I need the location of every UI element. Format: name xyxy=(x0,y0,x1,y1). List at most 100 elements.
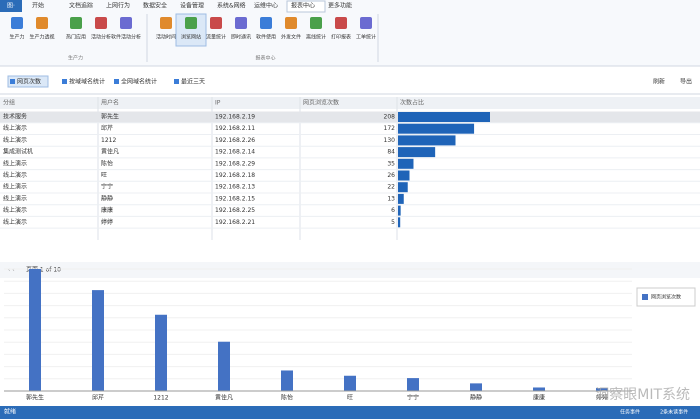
menu-tab[interactable]: 上网行为 xyxy=(106,2,130,10)
table-cell: 线上演示 xyxy=(3,206,27,214)
ratio-bar xyxy=(398,124,474,134)
chart-bar xyxy=(29,269,41,391)
table-cell: 192.168.2.26 xyxy=(215,137,255,144)
menu-tab[interactable]: 数据安全 xyxy=(143,2,167,10)
toolbar-icon[interactable] xyxy=(10,79,15,84)
menu-tab[interactable]: 开始 xyxy=(32,2,44,10)
ribbon-item[interactable]: 打印报表 xyxy=(331,34,351,41)
ribbon-icon[interactable] xyxy=(70,17,82,29)
menu-tab[interactable]: 文档追踪 xyxy=(69,2,93,10)
table-header: IP xyxy=(215,100,221,107)
table-cell: 线上演示 xyxy=(3,136,27,144)
chart-category: 宁宁 xyxy=(407,394,419,402)
toolbar-button[interactable]: 全网域名统计 xyxy=(121,78,157,86)
table-cell-count: 172 xyxy=(384,125,396,132)
ratio-bar xyxy=(398,171,410,181)
table-cell: 192.168.2.19 xyxy=(215,114,255,121)
ribbon-icon[interactable] xyxy=(335,17,347,29)
ribbon-icon[interactable] xyxy=(285,17,297,29)
ribbon-icon[interactable] xyxy=(36,17,48,29)
ribbon-item[interactable]: 工单统计 xyxy=(356,34,376,41)
toolbar-button[interactable]: 最近三天 xyxy=(181,78,205,86)
ribbon-item[interactable]: 生产力透视 xyxy=(29,34,54,41)
ribbon-group-label: 报表中心 xyxy=(255,55,275,62)
table-header: 用户名 xyxy=(101,99,119,107)
table-header: 分组 xyxy=(3,99,15,107)
table-cell: 192.168.2.21 xyxy=(215,219,255,226)
ratio-bar xyxy=(398,112,490,122)
table-cell: 线上演示 xyxy=(3,171,27,179)
table-cell: 线上演示 xyxy=(3,183,27,191)
toolbar-button[interactable]: 按域域名统计 xyxy=(69,78,105,86)
watermark: 洞察眼MIT系统 xyxy=(595,386,690,403)
toolbar-button[interactable]: 网页次数 xyxy=(17,78,41,86)
chart-category: 1212 xyxy=(153,395,168,402)
chart-bar xyxy=(470,383,482,391)
table-cell-count: 130 xyxy=(384,137,396,144)
ribbon-icon[interactable] xyxy=(120,17,132,29)
ribbon-item[interactable]: 浏览网站 xyxy=(181,34,201,41)
table-cell: 黄佳凡 xyxy=(101,148,119,156)
ratio-bar xyxy=(398,135,456,145)
ribbon-icon[interactable] xyxy=(185,17,197,29)
table-cell: 陈怡 xyxy=(101,159,113,167)
menu-tab[interactable]: 系统&网络 xyxy=(217,2,246,10)
ribbon-icon[interactable] xyxy=(360,17,372,29)
chart-category: 康康 xyxy=(533,394,545,402)
table-cell-count: 13 xyxy=(387,195,395,202)
pager-nav: ‹ ‹ xyxy=(8,267,15,274)
table-cell-count: 5 xyxy=(391,219,395,226)
toolbar-icon[interactable] xyxy=(62,79,67,84)
ribbon-item[interactable]: 活动分析 xyxy=(91,34,111,41)
table-cell: 郭先生 xyxy=(101,113,119,121)
ribbon-item[interactable]: 外发文件 xyxy=(281,34,301,41)
ribbon-icon[interactable] xyxy=(210,17,222,29)
table-cell-count: 6 xyxy=(391,207,395,214)
ribbon-item[interactable]: 离线统计 xyxy=(306,34,326,41)
chart-category: 静静 xyxy=(470,394,482,402)
menu-tab[interactable]: 报表中心 xyxy=(291,2,315,10)
chart-category: 旺 xyxy=(347,395,353,402)
ribbon-item[interactable]: 即时通讯 xyxy=(231,34,251,41)
chart-bar xyxy=(218,342,230,391)
toolbar-right[interactable]: 导出 xyxy=(680,78,692,86)
ribbon-item[interactable]: 生产力 xyxy=(9,34,24,41)
ribbon-item[interactable]: 活动时间 xyxy=(156,34,176,41)
toolbar-icon[interactable] xyxy=(114,79,119,84)
toolbar-right[interactable]: 刷新 xyxy=(653,78,665,86)
ribbon-item[interactable]: 软件活动分析 xyxy=(111,34,141,41)
ribbon-item[interactable]: 软件使用 xyxy=(256,34,276,41)
table-cell: 集成测试机 xyxy=(3,148,33,156)
table-cell: 192.168.2.14 xyxy=(215,149,255,156)
menu-tab[interactable]: 设备管理 xyxy=(180,2,204,10)
menu-tab[interactable]: 运维中心 xyxy=(254,2,278,10)
status-right[interactable]: 2条未读事件 xyxy=(660,409,688,416)
menu-tab[interactable]: 更多功能 xyxy=(328,2,352,10)
chart-bar xyxy=(407,378,419,391)
table-cell: 线上演示 xyxy=(3,159,27,167)
ribbon-icon[interactable] xyxy=(11,17,23,29)
toolbar-icon[interactable] xyxy=(174,79,179,84)
ratio-bar xyxy=(398,194,404,204)
table-cell: 192.168.2.29 xyxy=(215,160,255,167)
status-right[interactable]: 任务事件 xyxy=(620,409,640,416)
ratio-bar xyxy=(398,182,408,192)
ribbon-icon[interactable] xyxy=(260,17,272,29)
legend-swatch xyxy=(642,294,648,300)
ratio-bar xyxy=(398,217,400,227)
ribbon-icon[interactable] xyxy=(235,17,247,29)
ribbon-icon[interactable] xyxy=(160,17,172,29)
ribbon-item[interactable]: 流量统计 xyxy=(206,34,226,41)
table-cell: 192.168.2.25 xyxy=(215,207,255,214)
status-left: 就绪 xyxy=(4,408,16,416)
table-cell: 192.168.2.15 xyxy=(215,195,255,202)
table-cell: 线上演示 xyxy=(3,218,27,226)
table-cell: 线上演示 xyxy=(3,194,27,202)
ribbon-icon[interactable] xyxy=(95,17,107,29)
ribbon-item[interactable]: 热门应用 xyxy=(66,34,86,41)
chart-bar xyxy=(281,370,293,391)
ribbon-icon[interactable] xyxy=(310,17,322,29)
logo[interactable]: 图· xyxy=(7,3,15,10)
table-header: 网页浏览次数 xyxy=(303,99,339,107)
